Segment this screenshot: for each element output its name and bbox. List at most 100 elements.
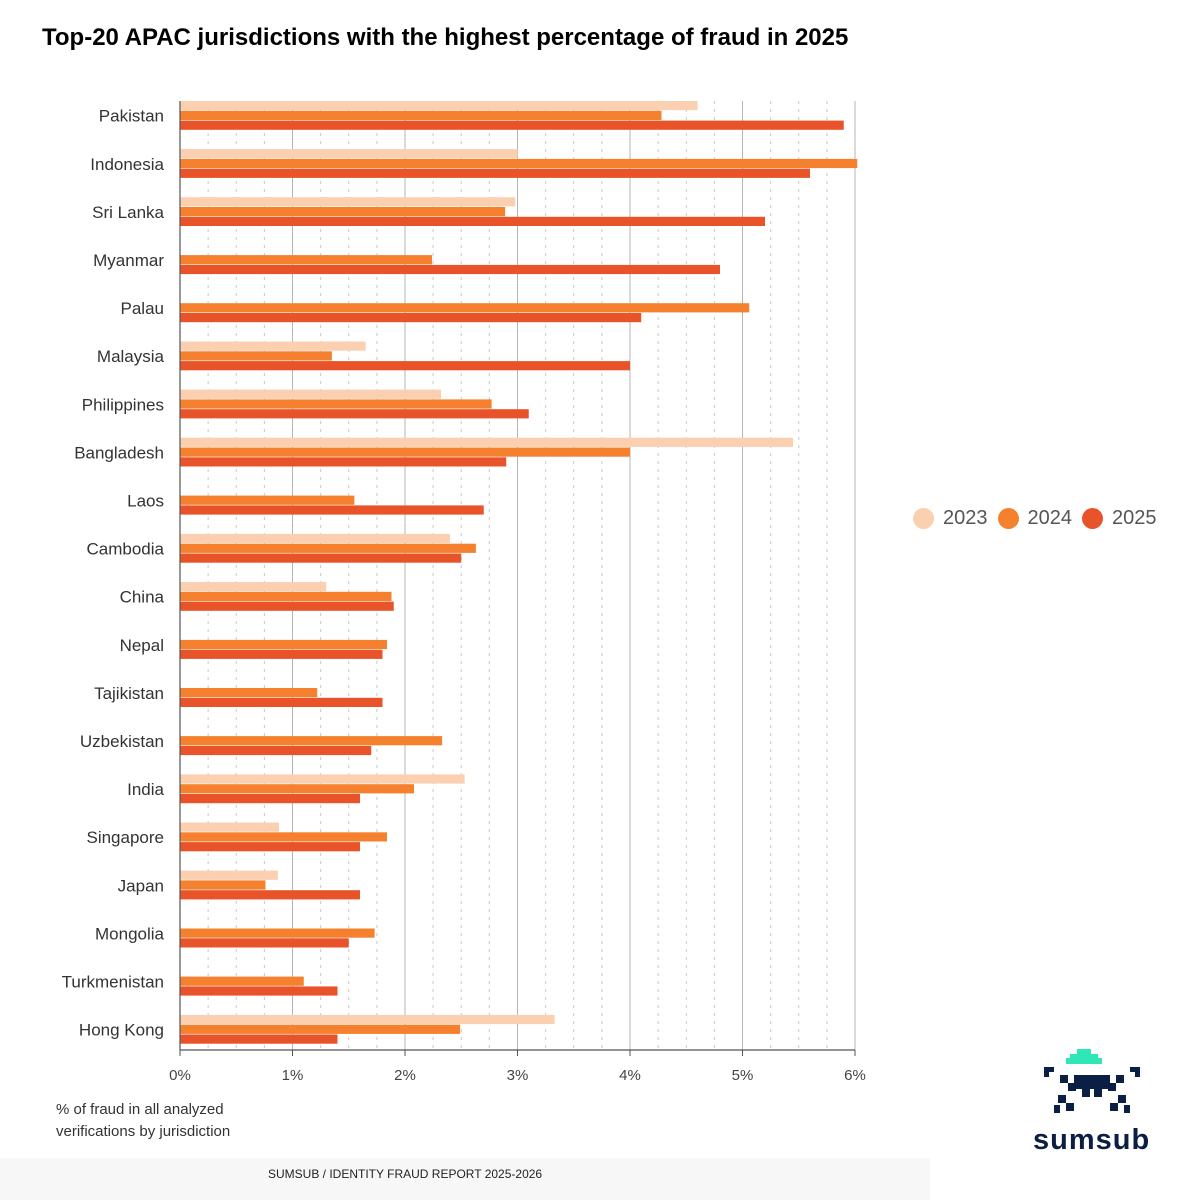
bar-hong-kong-2025 <box>180 1034 338 1044</box>
x-tick-label: 6% <box>844 1067 866 1084</box>
bar-turkmenistan-2024 <box>180 976 304 986</box>
bar-laos-2025 <box>180 505 484 515</box>
labels: Pakistan Indonesia Sri Lanka Myanmar Palau Ma… <box>62 107 866 1084</box>
bar-sri-lanka-2025 <box>180 216 765 226</box>
bar-laos-2024 <box>180 495 355 505</box>
bar-myanmar-2025 <box>180 264 720 275</box>
bar-mongolia-2024 <box>180 928 375 938</box>
bar-singapore-2024 <box>180 832 387 842</box>
bar-china-2023 <box>180 582 327 592</box>
category-label: Laos <box>127 492 164 511</box>
bar-malaysia-2025 <box>180 361 630 371</box>
bars <box>180 101 858 1044</box>
legend: 2023 2024 2025 <box>913 507 1167 530</box>
brand-name: sumsub <box>1033 1124 1151 1156</box>
bar-bangladesh-2024 <box>180 447 630 457</box>
bar-indonesia-2024 <box>180 158 858 169</box>
sumsub-logo-icon <box>1044 1049 1140 1113</box>
bar-tajikistan-2024 <box>180 688 318 698</box>
bar-pakistan-2024 <box>180 110 662 120</box>
bar-malaysia-2024 <box>180 351 332 361</box>
bar-cambodia-2024 <box>180 543 476 553</box>
axis-note-line: verifications by jurisdiction <box>56 1123 231 1140</box>
bar-uzbekistan-2024 <box>180 736 443 746</box>
category-label: Pakistan <box>99 107 164 126</box>
legend-label: 2024 <box>1027 507 1073 529</box>
bar-india-2024 <box>180 784 414 794</box>
bar-china-2024 <box>180 591 392 601</box>
legend-label: 2025 <box>1112 507 1157 529</box>
bar-singapore-2025 <box>180 842 360 852</box>
bar-bangladesh-2025 <box>180 457 507 467</box>
axes <box>179 101 856 1056</box>
bar-philippines-2023 <box>180 389 441 399</box>
axis-note: % of fraud in all analyzed verifications… <box>56 1099 230 1143</box>
bar-hong-kong-2024 <box>180 1024 461 1034</box>
source-credit: SUMSUB / IDENTITY FRAUD REPORT 2025-2026 <box>268 1167 543 1181</box>
category-label: China <box>120 588 165 607</box>
category-label: Japan <box>118 876 164 895</box>
legend-item-2024[interactable]: 2024 <box>997 507 1073 530</box>
bar-pakistan-2023 <box>180 101 698 111</box>
x-tick-label: 3% <box>507 1067 529 1084</box>
bar-nepal-2025 <box>180 649 383 659</box>
category-label: Mongolia <box>95 924 165 943</box>
category-label: Tajikistan <box>94 684 164 703</box>
legend-dot-icon <box>1082 508 1103 529</box>
bar-singapore-2023 <box>180 822 279 832</box>
legend-item-2025[interactable]: 2025 <box>1082 507 1157 530</box>
bar-bangladesh-2023 <box>180 437 794 447</box>
category-label: Philippines <box>82 395 164 414</box>
category-label: Palau <box>121 299 164 318</box>
bar-malaysia-2023 <box>180 341 366 351</box>
bar-japan-2024 <box>180 880 266 890</box>
category-label: Indonesia <box>90 155 164 174</box>
category-label: Hong Kong <box>79 1021 164 1040</box>
legend-item-2023[interactable]: 2023 <box>913 507 988 530</box>
bar-nepal-2024 <box>180 639 387 650</box>
x-tick-label: 4% <box>619 1067 641 1084</box>
bar-pakistan-2025 <box>180 120 844 130</box>
category-label: Singapore <box>86 828 164 847</box>
category-label: Uzbekistan <box>80 732 164 751</box>
bar-china-2025 <box>180 601 394 611</box>
category-label: Turkmenistan <box>62 973 164 992</box>
bar-tajikistan-2025 <box>180 697 383 707</box>
bar-india-2023 <box>180 774 465 784</box>
bar-indonesia-2023 <box>180 149 518 159</box>
bar-japan-2025 <box>180 890 360 900</box>
bar-mongolia-2025 <box>180 938 349 948</box>
legend-dot-icon <box>997 508 1019 529</box>
x-tick-label: 5% <box>732 1067 754 1084</box>
bar-sri-lanka-2024 <box>180 207 506 217</box>
category-label: Sri Lanka <box>92 203 164 222</box>
chart-title: Top-20 APAC jurisdictions with the highe… <box>42 24 849 51</box>
bar-hong-kong-2023 <box>180 1014 555 1025</box>
x-tick-label: 0% <box>169 1067 191 1084</box>
bar-palau-2025 <box>180 313 642 323</box>
legend-label: 2023 <box>943 507 988 529</box>
x-tick-label: 1% <box>282 1067 304 1084</box>
category-label: Malaysia <box>97 347 165 366</box>
gridlines <box>179 101 856 1050</box>
category-label: Nepal <box>120 636 164 655</box>
bar-philippines-2024 <box>180 399 492 409</box>
bar-myanmar-2024 <box>180 255 432 265</box>
bar-japan-2023 <box>180 870 278 880</box>
category-label: Myanmar <box>93 251 164 270</box>
category-label: Cambodia <box>87 540 165 559</box>
footer-band <box>0 1158 930 1200</box>
bar-turkmenistan-2025 <box>180 986 338 996</box>
category-label: Bangladesh <box>74 443 164 462</box>
bar-philippines-2025 <box>180 409 529 419</box>
legend-dot-icon <box>913 508 934 529</box>
x-tick-label: 2% <box>394 1067 416 1084</box>
bar-sri-lanka-2023 <box>180 197 516 207</box>
bar-cambodia-2025 <box>180 553 462 563</box>
bar-palau-2024 <box>180 303 750 313</box>
bar-india-2025 <box>180 794 360 804</box>
category-label: India <box>127 780 164 799</box>
bar-cambodia-2023 <box>180 533 450 544</box>
bar-uzbekistan-2025 <box>180 745 372 756</box>
